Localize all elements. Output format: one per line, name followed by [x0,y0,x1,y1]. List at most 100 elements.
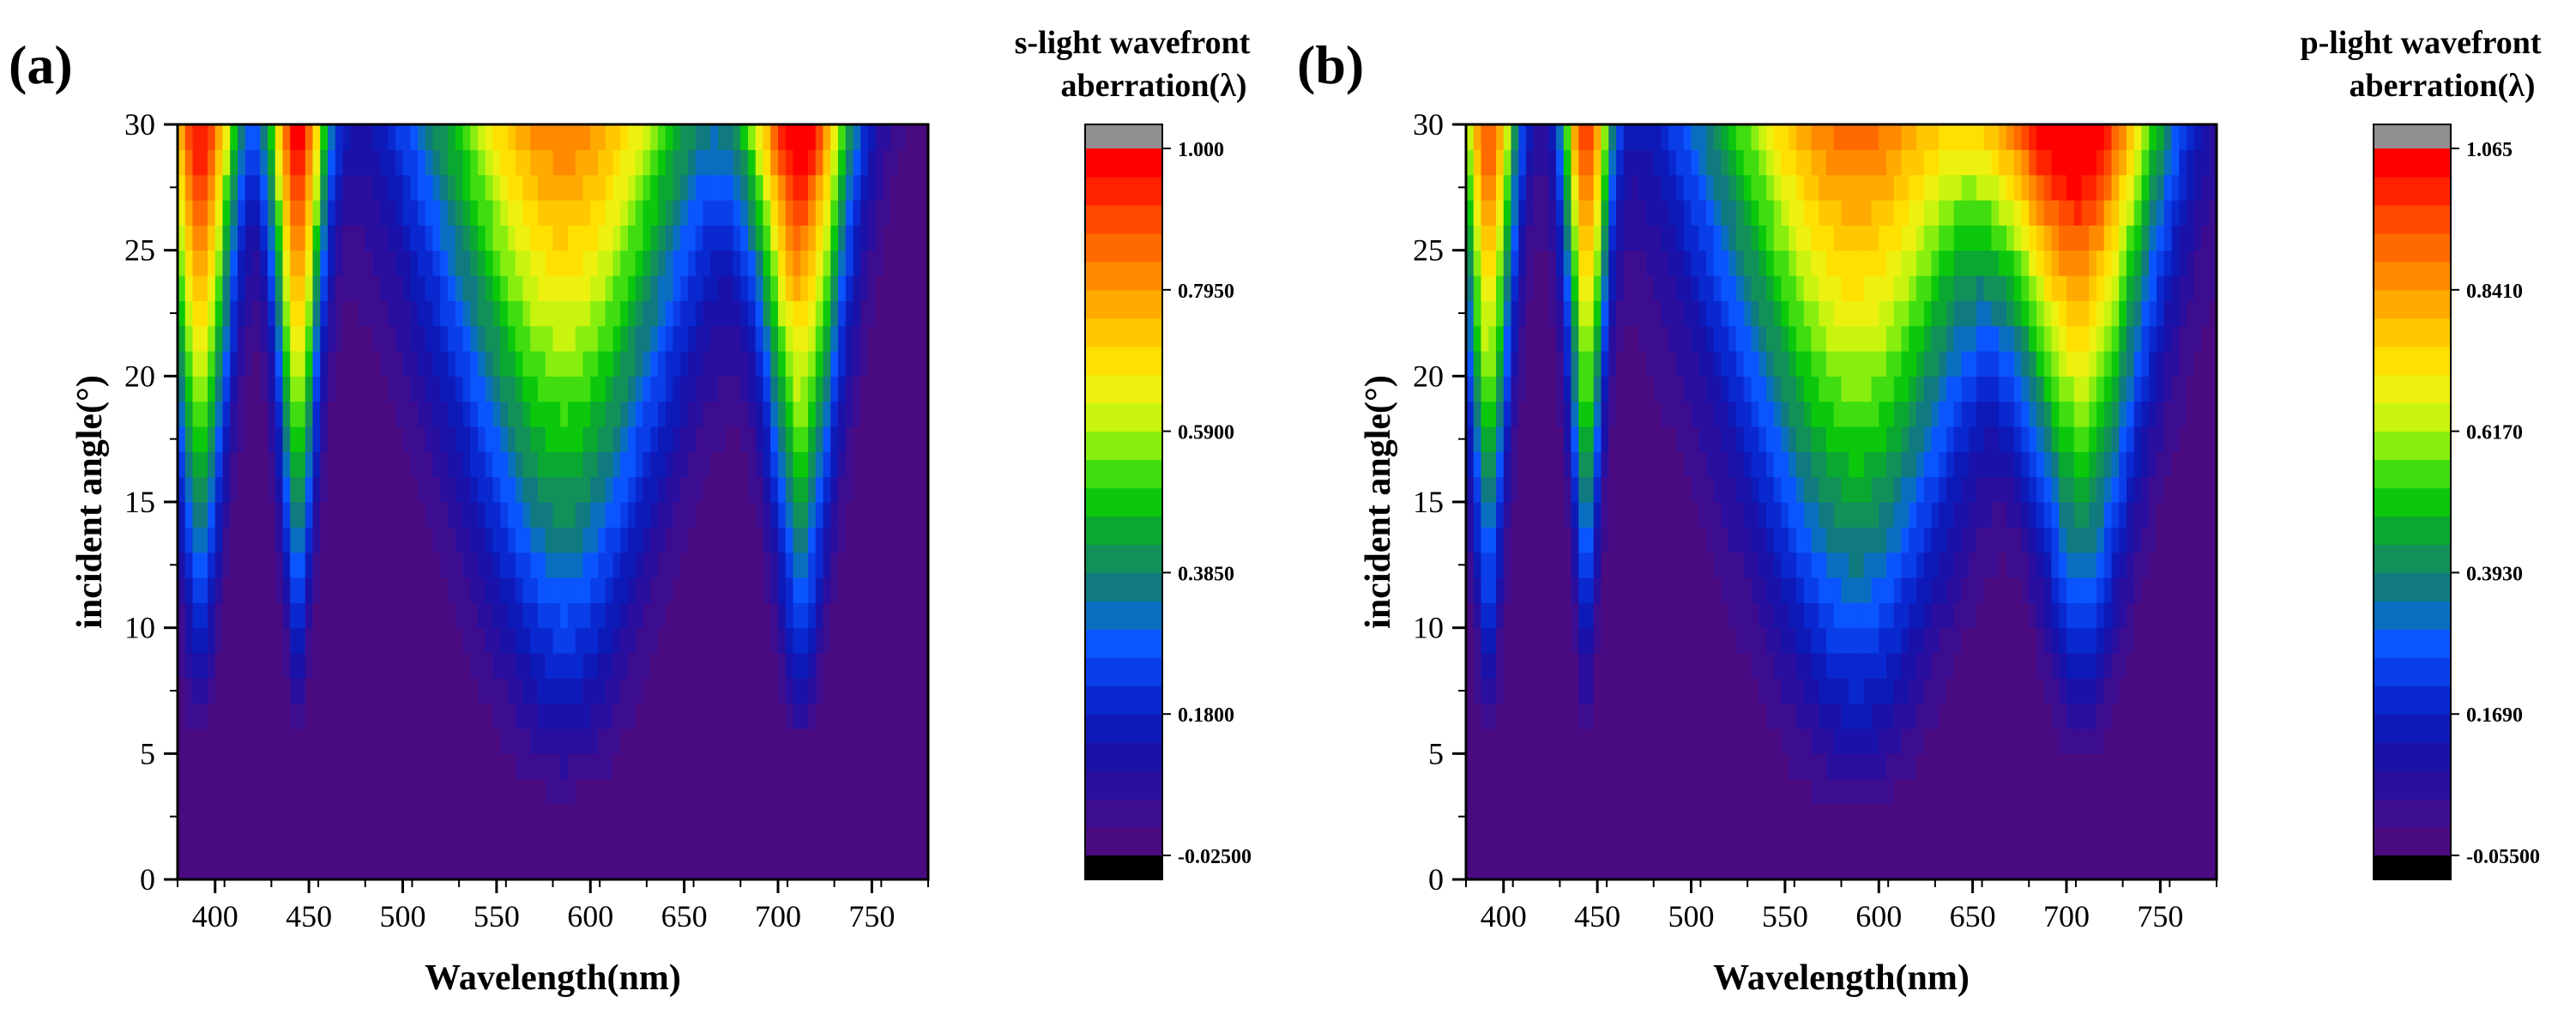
heatmap-cell [590,678,599,704]
heatmap-cell [598,300,606,327]
heatmap-cell [1863,124,1873,150]
heatmap-cell [1909,653,1917,679]
heatmap-cell [635,703,644,729]
heatmap-cell [1601,703,1609,729]
heatmap-cell [268,174,276,201]
heatmap-cell [733,577,741,603]
heatmap-cell [1833,678,1843,704]
heatmap-cell [1736,200,1745,226]
heatmap-cell [222,778,231,805]
heatmap-cell [920,174,929,201]
heatmap-cell [582,502,591,528]
heatmap-cell [1766,451,1775,478]
heatmap-cell [853,627,861,654]
heatmap-cell [1773,300,1783,327]
heatmap-cell [1871,577,1879,603]
heatmap-cell [845,627,854,654]
heatmap-cell [1601,552,1609,578]
heatmap-cell [725,778,734,805]
heatmap-cell [1593,854,1602,880]
heatmap-cell [568,829,576,855]
heatmap-cell [800,476,809,503]
heatmap-cell [710,300,719,327]
heatmap-cell [883,854,891,880]
heatmap-cell [1511,426,1519,452]
heatmap-cell [703,426,711,452]
heatmap-cell [680,502,689,528]
heatmap-cell [688,602,697,629]
heatmap-cell [305,451,314,478]
heatmap-cell [1616,854,1625,880]
heatmap-cell [748,124,757,150]
heatmap-cell [815,502,824,528]
heatmap-cell [478,476,486,503]
heatmap-cell [508,476,516,503]
heatmap-cell [222,476,231,503]
heatmap-cell [1826,854,1835,880]
heatmap-cell [440,854,449,880]
heatmap-cell [1916,703,1925,729]
heatmap-cell [1863,275,1873,301]
heatmap-cell [800,854,809,880]
heatmap-cell [598,325,606,352]
heatmap-cell [913,476,921,503]
colorbar-title-line2: aberration(λ) [1060,68,1246,104]
heatmap-cell [680,351,689,377]
heatmap-cell [808,753,817,780]
heatmap-cell [530,627,539,654]
heatmap-cell [1706,804,1715,830]
heatmap-cell [350,250,359,276]
heatmap-cell [1533,778,1542,805]
heatmap-cell [410,376,419,402]
heatmap-cell [274,174,284,201]
heatmap-cell [1773,351,1783,377]
heatmap-cell [733,728,741,754]
heatmap-cell [365,451,374,478]
heatmap-cell [755,829,764,855]
heatmap-cell [522,451,531,478]
heatmap-cell [335,275,344,301]
heatmap-cell [815,753,824,780]
heatmap-cell [538,552,546,578]
heatmap-cell [515,149,524,176]
heatmap-cell [1571,325,1579,352]
heatmap-cell [740,351,749,377]
heatmap-cell [200,401,208,427]
heatmap-cell [358,275,366,301]
heatmap-cell [372,703,381,729]
heatmap-cell [260,678,268,704]
heatmap-cell [1676,728,1685,754]
heatmap-cell [1466,577,1475,603]
heatmap-cell [568,200,576,226]
heatmap-cell [1751,351,1759,377]
heatmap-cell [1811,804,1819,830]
heatmap-cell [808,325,817,352]
heatmap-cell [1879,728,1887,754]
heatmap-cell [1706,250,1715,276]
heatmap-cell [748,678,757,704]
heatmap-cell [230,401,238,427]
heatmap-cell [725,149,734,176]
heatmap-cell [455,250,464,276]
heatmap-cell [432,778,441,805]
heatmap-cell [192,275,201,301]
heatmap-cell [718,225,727,251]
heatmap-cell [845,325,854,352]
heatmap-cell [252,577,261,603]
heatmap-cell [628,627,636,654]
heatmap-cell [1481,401,1489,427]
colorbar-swatch [1085,317,1162,347]
heatmap-cell [492,627,501,654]
heatmap-cell [605,728,614,754]
heatmap-cell [1713,250,1722,276]
heatmap-cell [905,351,914,377]
heatmap-cell [1661,552,1669,578]
heatmap-cell [1541,149,1549,176]
heatmap-cell [688,250,697,276]
heatmap-cell [178,728,186,754]
heatmap-cell [628,502,636,528]
heatmap-cell [1819,351,1827,377]
heatmap-cell [552,854,561,880]
heatmap-cell [1653,200,1662,226]
heatmap-cell [650,854,659,880]
